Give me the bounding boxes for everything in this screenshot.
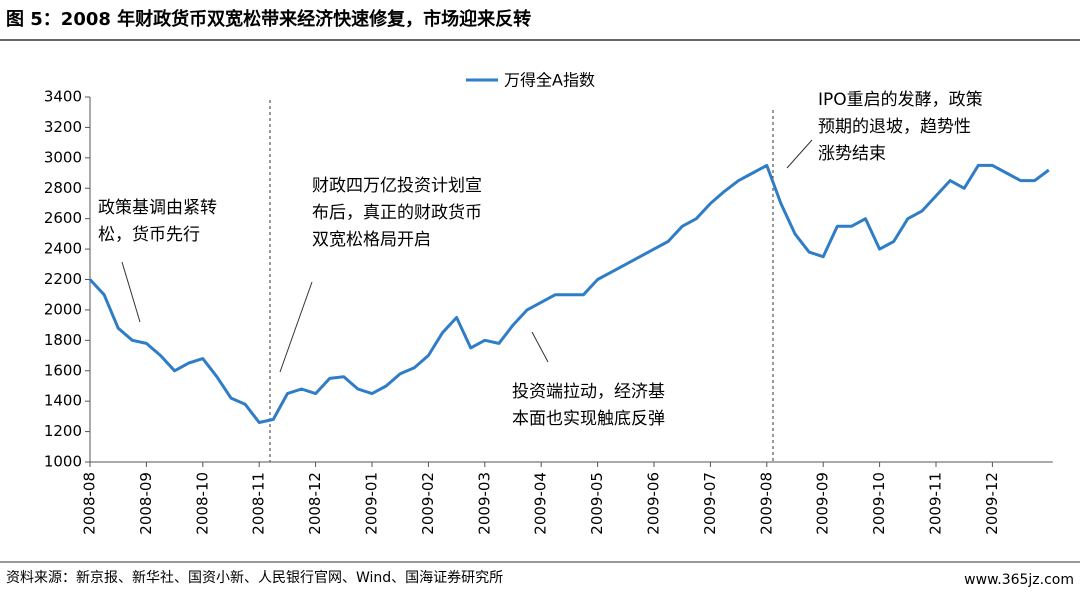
chart-title: 图 5：2008 年财政货币双宽松带来经济快速修复，市场迎来反转 bbox=[6, 8, 531, 30]
y-tick-label: 3400 bbox=[44, 88, 82, 106]
annotation: 投资端拉动，经济基 bbox=[512, 382, 665, 402]
x-tick-label: 2009-12 bbox=[983, 472, 1001, 535]
arrow bbox=[121, 261, 141, 323]
x-tick-label: 2008-09 bbox=[137, 472, 155, 535]
annotation: 预期的退坡，趋势性 bbox=[818, 117, 971, 137]
x-tick-label: 2009-04 bbox=[532, 472, 550, 535]
x-tick-label: 2008-10 bbox=[193, 472, 211, 535]
source: 资料来源：新京报、新华社、国资小新、人民银行官网、Wind、国海证券研究所 bbox=[6, 570, 503, 586]
annotation: 涨势结束 bbox=[818, 144, 886, 164]
annotation: 双宽松格局开启 bbox=[312, 230, 431, 250]
annotation: 本面也实现触底反弹 bbox=[512, 409, 665, 429]
arrow bbox=[531, 331, 549, 363]
x-tick-label: 2009-01 bbox=[363, 472, 381, 535]
x-tick-label: 2009-06 bbox=[645, 472, 663, 535]
x-tick-label: 2009-10 bbox=[870, 472, 888, 535]
x-tick-label: 2009-05 bbox=[588, 472, 606, 535]
series-line bbox=[88, 163, 1050, 424]
y-tick-label: 2600 bbox=[44, 209, 82, 227]
x-tick-label: 2009-09 bbox=[814, 472, 832, 535]
y-tick-label: 2400 bbox=[44, 240, 82, 258]
y-tick-label: 3000 bbox=[44, 148, 82, 166]
x-tick-label: 2009-11 bbox=[927, 472, 945, 535]
x-tick-label: 2009-02 bbox=[419, 472, 437, 535]
x-tick-label: 2008-08 bbox=[81, 472, 99, 535]
arrow bbox=[786, 139, 813, 169]
x-tick-label: 2009-08 bbox=[757, 472, 775, 535]
y-tick-label: 3200 bbox=[44, 118, 82, 136]
y-tick-label: 2200 bbox=[44, 270, 82, 288]
y-tick-label: 1800 bbox=[44, 331, 82, 349]
annotation: 布后，真正的财政货币 bbox=[312, 203, 482, 223]
y-tick-label: 1400 bbox=[44, 392, 82, 410]
y-tick-label: 1000 bbox=[44, 453, 82, 471]
watermark: www.365jz.com bbox=[964, 572, 1074, 588]
annotation: 政策基调由紧转 bbox=[98, 198, 217, 218]
legend-label: 万得全A指数 bbox=[504, 71, 595, 90]
x-tick-label: 2009-03 bbox=[475, 472, 493, 535]
x-tick-label: 2008-12 bbox=[306, 472, 324, 535]
arrow bbox=[279, 281, 313, 373]
y-tick-label: 2800 bbox=[44, 179, 82, 197]
annotation: 财政四万亿投资计划宣 bbox=[312, 176, 482, 196]
y-tick-label: 2000 bbox=[44, 300, 82, 318]
annotation: IPO重启的发酵，政策 bbox=[818, 90, 983, 110]
y-tick-label: 1200 bbox=[44, 422, 82, 440]
y-tick-label: 1600 bbox=[44, 361, 82, 379]
annotation: 松，货币先行 bbox=[98, 225, 200, 245]
x-tick-label: 2009-07 bbox=[701, 472, 719, 535]
x-tick-label: 2008-11 bbox=[250, 472, 268, 535]
